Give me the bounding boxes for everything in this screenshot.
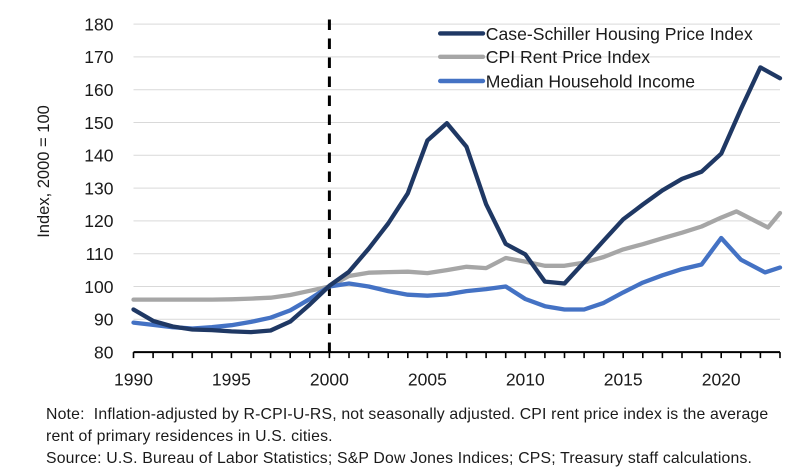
svg-text:Case-Schiller Housing Price In: Case-Schiller Housing Price Index: [486, 24, 753, 44]
svg-text:2020: 2020: [702, 369, 741, 389]
svg-text:130: 130: [84, 178, 113, 198]
svg-text:100: 100: [84, 277, 113, 297]
svg-text:80: 80: [94, 342, 114, 362]
svg-text:160: 160: [84, 80, 113, 100]
svg-text:Median Household Income: Median Household Income: [486, 71, 695, 91]
svg-text:2015: 2015: [604, 369, 643, 389]
svg-text:2010: 2010: [506, 369, 545, 389]
svg-text:140: 140: [84, 146, 113, 166]
svg-text:2000: 2000: [310, 369, 349, 389]
svg-text:2005: 2005: [408, 369, 447, 389]
svg-text:1990: 1990: [114, 369, 153, 389]
svg-text:CPI Rent Price Index: CPI Rent Price Index: [486, 47, 650, 67]
svg-text:90: 90: [94, 310, 114, 330]
svg-text:170: 170: [84, 47, 113, 67]
svg-text:Index, 2000 = 100: Index, 2000 = 100: [35, 105, 53, 238]
svg-text:1995: 1995: [212, 369, 251, 389]
svg-text:150: 150: [84, 113, 113, 133]
svg-text:110: 110: [86, 244, 114, 264]
svg-text:120: 120: [84, 211, 113, 231]
svg-text:180: 180: [84, 14, 113, 34]
